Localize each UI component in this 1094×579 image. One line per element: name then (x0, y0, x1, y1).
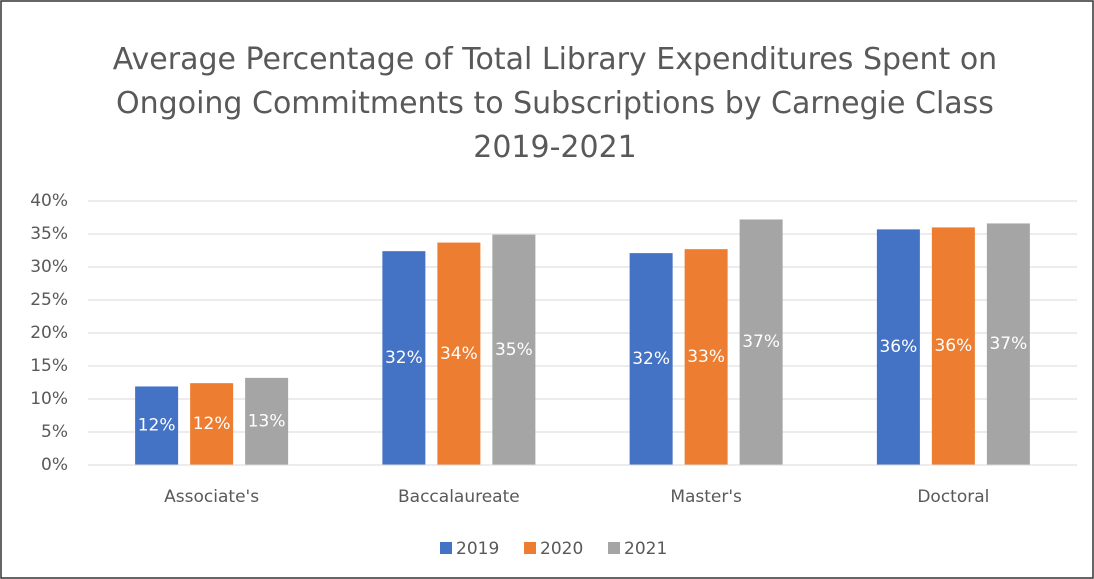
legend-label: 2020 (540, 539, 583, 559)
bar (931, 227, 975, 465)
data-label: 37% (742, 332, 780, 352)
data-label: 35% (495, 340, 533, 360)
data-label: 33% (687, 347, 725, 367)
data-label: 13% (248, 411, 286, 431)
y-tick-label: 20% (30, 323, 68, 343)
y-tick-label: 30% (30, 257, 68, 277)
bar (135, 386, 179, 465)
x-tick-label: Master's (670, 487, 742, 507)
y-tick-label: 35% (30, 224, 68, 244)
bar (876, 229, 920, 465)
legend-label: 2019 (456, 539, 499, 559)
legend-swatch (608, 542, 620, 554)
data-label: 32% (632, 349, 670, 369)
y-tick-label: 40% (30, 191, 68, 211)
legend-label: 2021 (624, 539, 667, 559)
bar (382, 251, 426, 465)
bar (492, 234, 536, 465)
bar (739, 219, 783, 465)
data-label: 36% (879, 337, 917, 357)
x-tick-label: Baccalaureate (398, 487, 520, 507)
data-label: 12% (193, 414, 231, 434)
data-label: 34% (440, 344, 478, 364)
chart-title: Average Percentage of Total Library Expe… (112, 42, 998, 165)
legend-swatch (440, 542, 452, 554)
bar (190, 383, 234, 465)
y-tick-label: 10% (30, 389, 68, 409)
data-label: 37% (989, 334, 1027, 354)
y-tick-label: 25% (30, 290, 68, 310)
bar (986, 223, 1030, 465)
y-tick-label: 15% (30, 356, 68, 376)
data-label: 32% (385, 348, 423, 368)
x-tick-label: Associate's (164, 487, 259, 507)
bar (245, 377, 289, 465)
x-tick-label: Doctoral (917, 487, 989, 507)
data-label: 36% (934, 336, 972, 356)
y-tick-label: 0% (41, 455, 68, 475)
bar (437, 242, 481, 465)
y-tick-label: 5% (41, 422, 68, 442)
legend-swatch (524, 542, 536, 554)
bar (629, 253, 673, 465)
bar (684, 249, 728, 465)
data-label: 12% (138, 416, 176, 436)
